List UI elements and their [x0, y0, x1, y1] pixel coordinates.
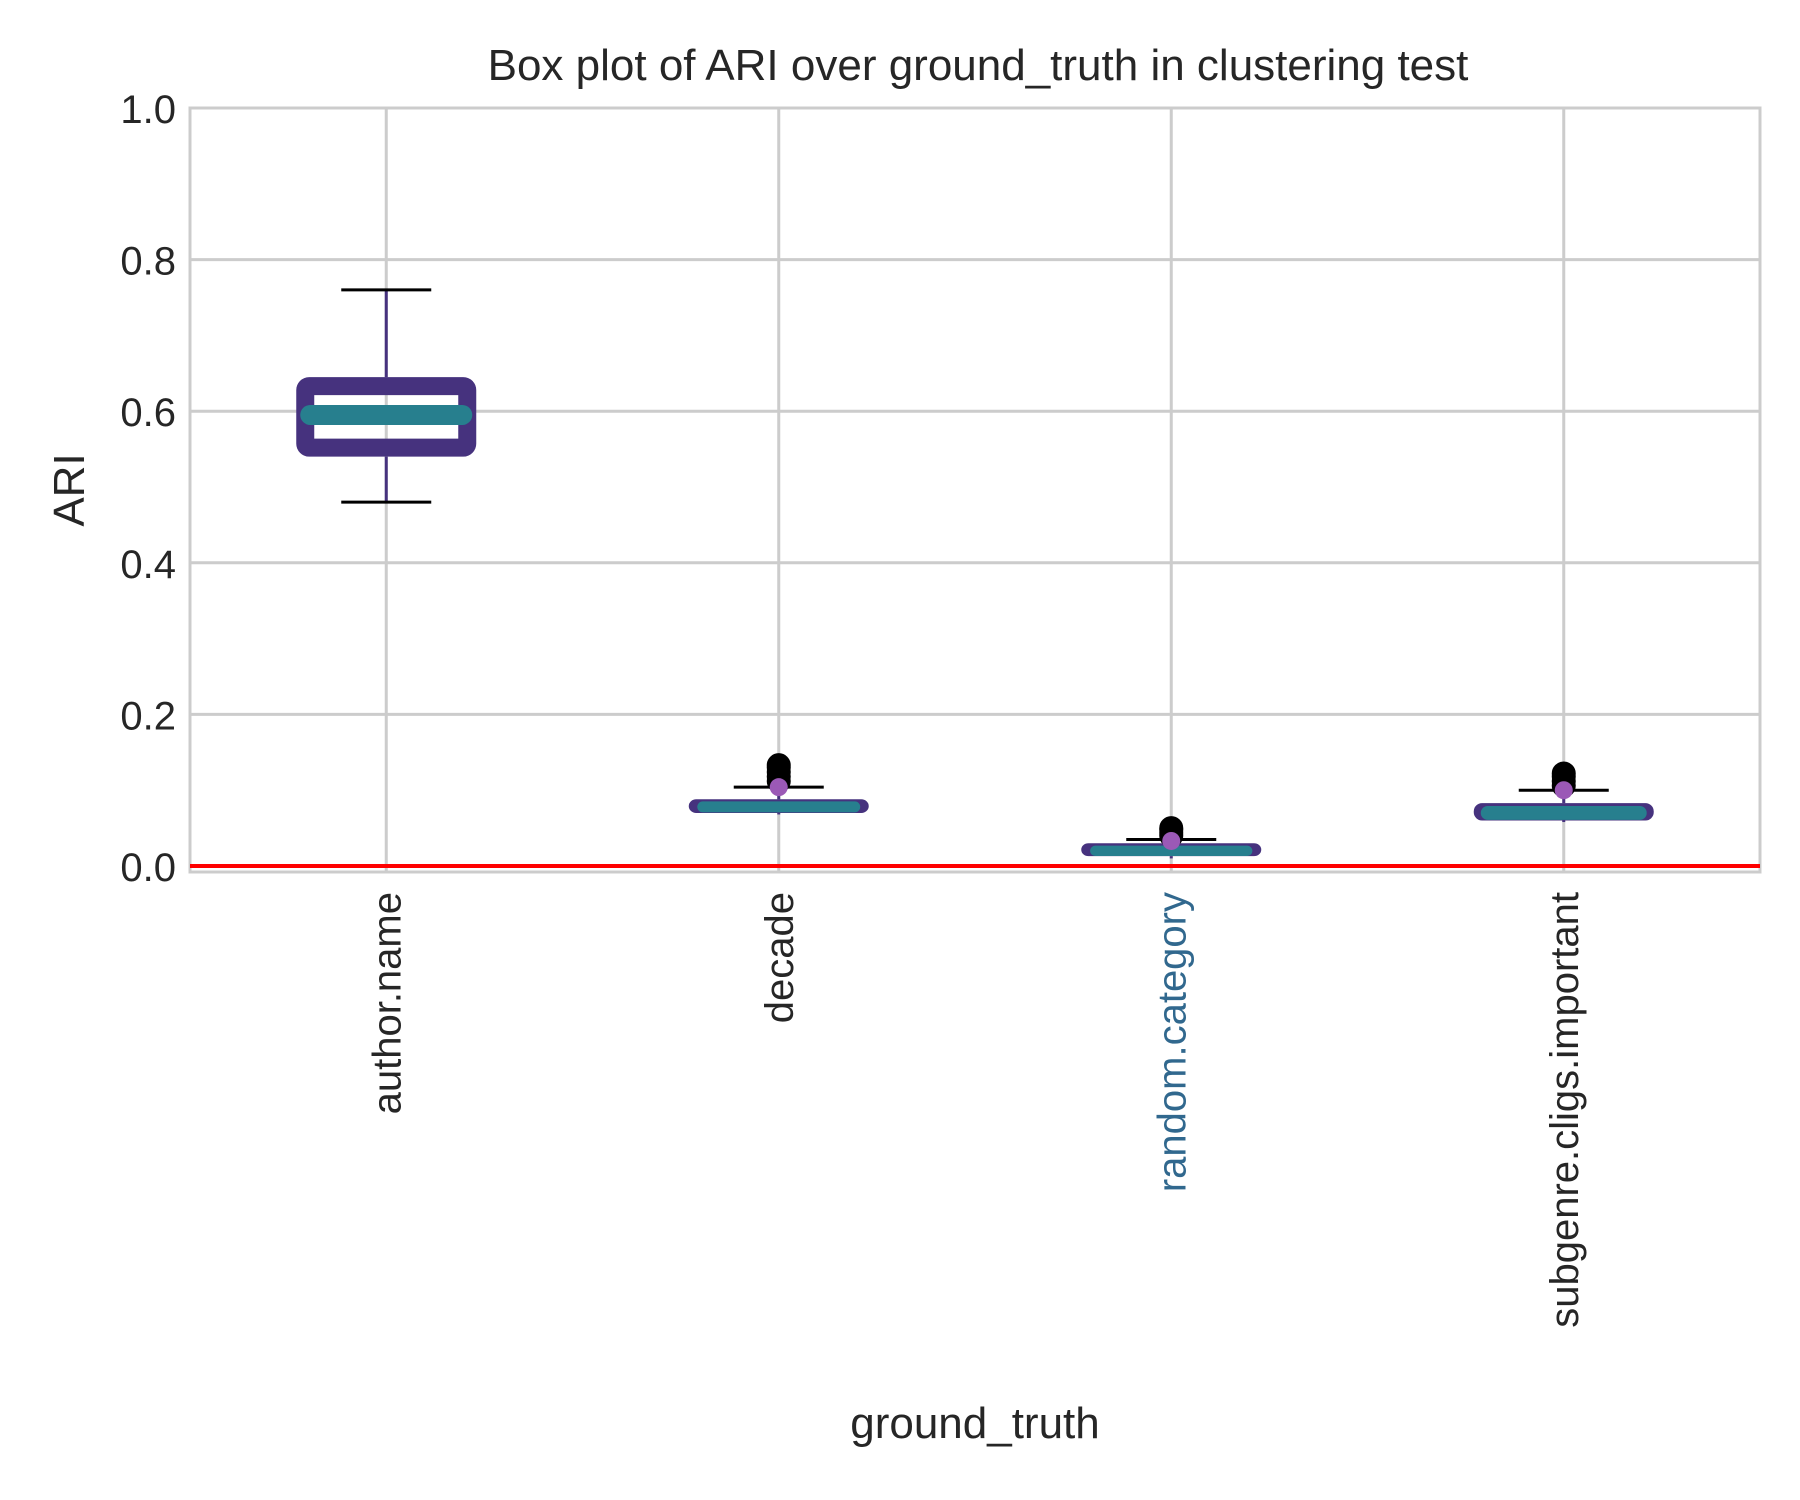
mean-marker — [1554, 781, 1573, 800]
y-tick-label: 0.4 — [120, 543, 176, 587]
x-axis-ticks: author.name decade random.category subgenre… — [365, 892, 1587, 1328]
x-tick-label: author.name — [365, 892, 409, 1114]
chart-title: Box plot of ARI over ground_truth in clu… — [488, 41, 1469, 90]
y-tick-label: 0.0 — [120, 846, 176, 890]
y-axis-ticks: 0.0 0.2 0.4 0.6 0.8 1.0 — [120, 88, 176, 890]
box-author.name — [296, 288, 477, 504]
y-tick-label: 1.0 — [120, 88, 176, 132]
x-tick-label: decade — [758, 892, 802, 1023]
mean-marker — [1162, 831, 1181, 850]
box-subgenre.cligs.important — [1473, 761, 1654, 823]
y-tick-label: 0.6 — [120, 391, 176, 435]
box-random.category — [1081, 816, 1262, 859]
box-series — [296, 288, 1654, 859]
mean-marker — [769, 778, 788, 797]
y-axis-label: ARI — [45, 453, 94, 526]
x-axis-label: ground_truth — [850, 1399, 1100, 1448]
grid-lines — [190, 106, 1760, 872]
y-tick-label: 0.2 — [120, 694, 176, 738]
x-tick-label: random.category — [1150, 892, 1194, 1192]
box-decade — [688, 753, 869, 815]
y-tick-label: 0.8 — [120, 240, 176, 284]
x-tick-label: subgenre.cligs.important — [1543, 892, 1587, 1328]
plot-area-frame — [188, 106, 1762, 874]
outlier-point — [766, 753, 791, 778]
